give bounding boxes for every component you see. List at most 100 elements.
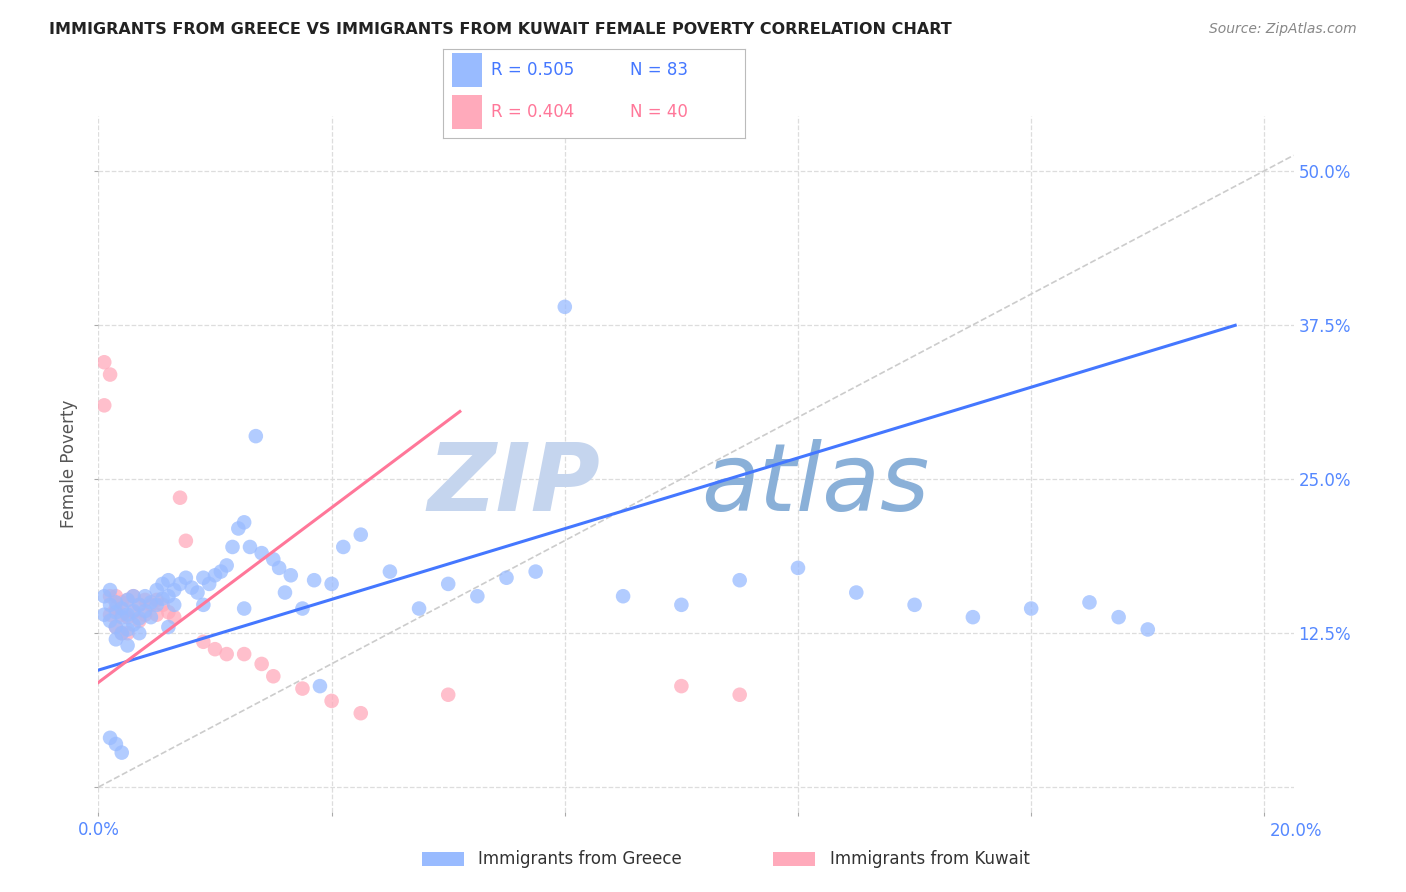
Point: [269, 561, 291, 575]
Point: [93, 355, 115, 369]
Point: [215, 558, 238, 573]
Point: [104, 605, 127, 619]
Point: [280, 568, 302, 582]
Point: [302, 573, 325, 587]
Point: [98, 731, 121, 745]
Text: N = 40: N = 40: [630, 103, 688, 121]
Point: [321, 694, 343, 708]
Point: [98, 583, 121, 598]
Point: [228, 521, 250, 535]
Point: [215, 647, 238, 661]
Point: [145, 583, 167, 598]
Point: [174, 571, 197, 585]
Point: [117, 607, 139, 622]
Point: [98, 589, 121, 603]
Point: [111, 595, 134, 609]
Point: [209, 565, 232, 579]
Point: [309, 679, 332, 693]
Point: [233, 647, 256, 661]
Point: [291, 601, 314, 615]
Point: [98, 614, 121, 628]
Point: [163, 598, 186, 612]
Point: [554, 300, 576, 314]
Point: [134, 604, 156, 618]
Point: [128, 611, 150, 625]
Point: [157, 605, 180, 619]
Point: [1136, 623, 1159, 637]
Point: [157, 620, 180, 634]
Point: [174, 533, 197, 548]
Point: [193, 571, 215, 585]
Point: [250, 657, 273, 671]
Point: [104, 595, 127, 609]
Text: R = 0.505: R = 0.505: [491, 61, 575, 78]
Point: [98, 607, 121, 622]
Point: [157, 589, 180, 603]
Point: [104, 620, 127, 634]
Point: [111, 626, 134, 640]
Point: [250, 546, 273, 560]
Point: [728, 573, 751, 587]
Y-axis label: Female Poverty: Female Poverty: [60, 400, 79, 528]
Point: [111, 610, 134, 624]
Point: [262, 552, 284, 566]
Point: [239, 540, 262, 554]
Point: [378, 565, 401, 579]
Point: [117, 593, 139, 607]
Point: [180, 581, 202, 595]
Point: [671, 679, 693, 693]
Text: Immigrants from Greece: Immigrants from Greece: [478, 849, 682, 868]
Point: [495, 571, 517, 585]
Bar: [773, 852, 815, 866]
Text: Immigrants from Kuwait: Immigrants from Kuwait: [830, 849, 1029, 868]
Point: [193, 598, 215, 612]
Text: 20.0%: 20.0%: [1270, 822, 1323, 839]
Point: [612, 589, 634, 603]
Point: [117, 593, 139, 607]
Bar: [451, 95, 482, 129]
Point: [1019, 601, 1042, 615]
Point: [332, 540, 354, 554]
Point: [245, 429, 267, 443]
Point: [350, 706, 373, 721]
Point: [845, 585, 868, 599]
Point: [204, 642, 226, 657]
Point: [128, 598, 150, 612]
Point: [962, 610, 984, 624]
Point: [152, 577, 174, 591]
Point: [408, 601, 430, 615]
Point: [134, 589, 156, 603]
Point: [98, 598, 121, 612]
Point: [134, 593, 156, 607]
Point: [139, 610, 162, 624]
Point: [524, 565, 547, 579]
Point: [157, 573, 180, 587]
Point: [1108, 610, 1130, 624]
Point: [117, 610, 139, 624]
Point: [128, 614, 150, 628]
Point: [111, 626, 134, 640]
Point: [198, 577, 221, 591]
Point: [104, 601, 127, 615]
Point: [163, 610, 186, 624]
Text: ZIP: ZIP: [427, 439, 600, 531]
Point: [122, 604, 145, 618]
Point: [111, 601, 134, 615]
Point: [437, 577, 460, 591]
Point: [122, 589, 145, 603]
Point: [128, 598, 150, 612]
Point: [122, 589, 145, 603]
Point: [233, 601, 256, 615]
Point: [117, 639, 139, 653]
Point: [262, 669, 284, 683]
Text: Source: ZipAtlas.com: Source: ZipAtlas.com: [1209, 22, 1357, 37]
Point: [145, 607, 167, 622]
Point: [145, 593, 167, 607]
Point: [104, 737, 127, 751]
Point: [139, 595, 162, 609]
Point: [93, 589, 115, 603]
Point: [233, 516, 256, 530]
Point: [787, 561, 810, 575]
Point: [728, 688, 751, 702]
Point: [145, 598, 167, 612]
